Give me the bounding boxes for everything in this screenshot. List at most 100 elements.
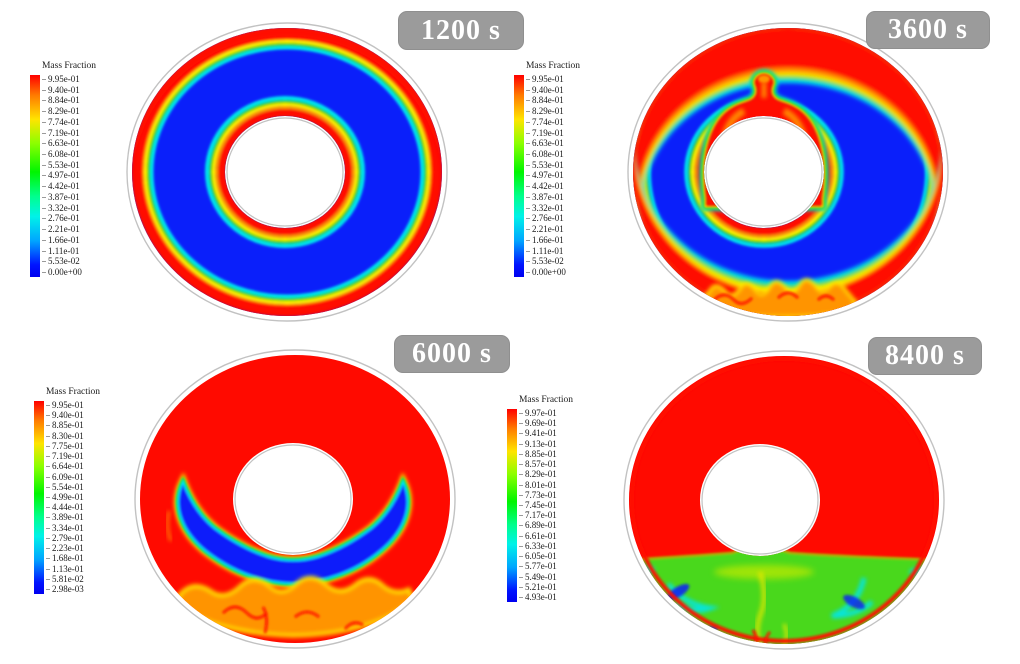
time-label-3600s: 3600 s	[866, 11, 990, 49]
contour-plot-8400s	[623, 350, 945, 650]
colorbar-tick-label: 2.23e-01	[46, 544, 84, 553]
contour-plot-3600s	[627, 22, 949, 322]
colorbar-tick-label: 3.32e-01	[526, 203, 566, 213]
colorbar-tick-label: 2.21e-01	[526, 225, 566, 234]
colorbar-tick-label: 8.57e-01	[519, 460, 557, 469]
colorbar-tick-label: 1.11e-01	[526, 246, 566, 256]
time-label-6000s: 6000 s	[394, 335, 510, 373]
colorbar-tick-label: 9.13e-01	[519, 439, 557, 449]
colorbar-tick-label: 1.13e-01	[46, 564, 84, 574]
colorbar-tick-label: 8.30e-01	[46, 431, 84, 441]
colorbar-tick-label: 2.76e-01	[526, 214, 566, 223]
colorbar-tick-label: 9.69e-01	[519, 419, 557, 428]
colorbar-title: Mass Fraction	[41, 61, 97, 71]
outer-casing-circle	[134, 349, 456, 649]
colorbar-tick-label: 4.97e-01	[526, 171, 566, 180]
colorbar-tick-label: 6.08e-01	[42, 150, 82, 159]
colorbar-tick-label: 6.09e-01	[46, 472, 84, 482]
panel-1200s: Mass Fraction 9.95e-01 9.40e-01 8.84e-01 8.…	[0, 0, 524, 332]
colorbar-tick-label: 3.34e-01	[46, 523, 84, 533]
colorbar-tick-label: 9.95e-01	[46, 401, 84, 410]
inner-cylinder-hole	[226, 117, 344, 227]
colorbar-tick-label: 4.93e-01	[519, 592, 557, 602]
colorbar-tick-label: 6.61e-01	[519, 531, 557, 541]
colorbar-tick-label: 1.66e-01	[42, 235, 82, 245]
colorbar-title: Mass Fraction	[518, 395, 574, 405]
inner-cylinder-hole	[701, 445, 819, 555]
colorbar-ticks: 9.95e-01 9.40e-01 8.85e-01 8.30e-01 7.75e-01…	[46, 401, 84, 594]
colorbar-tick-label: 8.29e-01	[42, 107, 82, 116]
colorbar-tick-label: 6.89e-01	[519, 521, 557, 530]
colorbar-tick-label: 8.01e-01	[519, 480, 557, 490]
colorbar-ticks: 9.95e-01 9.40e-01 8.84e-01 8.29e-01 7.74e-01…	[526, 75, 566, 277]
contour-plot-1200s	[126, 22, 448, 322]
colorbar-tick-label: 5.49e-01	[519, 572, 557, 582]
colorbar-gradient	[514, 75, 524, 277]
outer-casing-circle	[126, 22, 448, 322]
colorbar-tick-label: 3.89e-01	[46, 513, 84, 522]
colorbar-tick-label: 3.87e-01	[526, 192, 566, 202]
colorbar-tick-label: 6.05e-01	[519, 552, 557, 561]
colorbar-tick-label: 5.21e-01	[519, 582, 557, 592]
colorbar-tick-label: 9.40e-01	[46, 411, 84, 420]
colorbar-tick-label: 6.08e-01	[526, 150, 566, 159]
colorbar-legend-3600s: Mass Fraction 9.95e-01 9.40e-01 8.84e-01 8.…	[514, 60, 600, 277]
colorbar-tick-label: 2.98e-03	[46, 584, 84, 594]
colorbar-tick-label: 7.73e-01	[519, 490, 557, 500]
colorbar-tick-label: 5.53e-02	[526, 257, 566, 266]
colorbar-tick-label: 0.00e+00	[526, 267, 566, 277]
colorbar-tick-label: 4.42e-01	[526, 182, 566, 191]
colorbar-tick-label: 4.97e-01	[42, 171, 82, 180]
inner-cylinder-hole	[234, 444, 352, 554]
colorbar-tick-label: 8.84e-01	[42, 96, 82, 105]
colorbar-tick-label: 1.68e-01	[46, 554, 84, 563]
colorbar-tick-label: 7.74e-01	[526, 117, 566, 127]
inner-cylinder-hole	[705, 117, 823, 227]
colorbar-tick-label: 7.75e-01	[46, 441, 84, 451]
colorbar-gradient	[30, 75, 40, 277]
colorbar-tick-label: 1.11e-01	[42, 246, 82, 256]
colorbar-tick-label: 7.19e-01	[526, 128, 566, 138]
colorbar-tick-label: 8.84e-01	[526, 96, 566, 105]
colorbar-ticks: 9.97e-01 9.69e-01 9.41e-01 9.13e-01 8.85e-01…	[519, 409, 557, 602]
time-label-1200s: 1200 s	[398, 11, 524, 50]
panel-6000s: Mass Fraction 9.95e-01 9.40e-01 8.85e-01 8.…	[0, 332, 510, 664]
colorbar-tick-label: 2.21e-01	[42, 225, 82, 234]
colorbar-legend-8400s: Mass Fraction 9.97e-01 9.69e-01 9.41e-01 9.…	[507, 394, 593, 602]
colorbar-gradient	[34, 401, 44, 594]
colorbar-tick-label: 9.97e-01	[519, 409, 557, 418]
outer-casing-circle	[623, 350, 945, 650]
colorbar-tick-label: 4.44e-01	[46, 503, 84, 512]
colorbar-tick-label: 7.19e-01	[42, 128, 82, 138]
colorbar-tick-label: 1.66e-01	[526, 235, 566, 245]
colorbar-tick-label: 6.64e-01	[46, 462, 84, 471]
contour-plot-6000s	[134, 349, 456, 649]
colorbar-tick-label: 8.85e-01	[46, 421, 84, 430]
colorbar-legend-1200s: Mass Fraction 9.95e-01 9.40e-01 8.84e-01 8.…	[30, 60, 116, 277]
colorbar-title: Mass Fraction	[525, 61, 581, 71]
colorbar-tick-label: 4.99e-01	[46, 492, 84, 502]
colorbar-tick-label: 4.42e-01	[42, 182, 82, 191]
colorbar-tick-label: 8.29e-01	[519, 470, 557, 479]
colorbar-tick-label: 2.76e-01	[42, 214, 82, 223]
colorbar-tick-label: 7.45e-01	[519, 500, 557, 510]
colorbar-ticks: 9.95e-01 9.40e-01 8.84e-01 8.29e-01 7.74e-01…	[42, 75, 82, 277]
colorbar-legend-6000s: Mass Fraction 9.95e-01 9.40e-01 8.85e-01 8.…	[34, 386, 120, 594]
colorbar-tick-label: 6.63e-01	[526, 139, 566, 148]
colorbar-tick-label: 6.33e-01	[519, 541, 557, 551]
panel-8400s: Mass Fraction 9.97e-01 9.69e-01 9.41e-01 9.…	[507, 332, 1020, 664]
panel-3600s: Mass Fraction 9.95e-01 9.40e-01 8.84e-01 8.…	[510, 0, 1020, 332]
colorbar-tick-label: 2.79e-01	[46, 533, 84, 543]
colorbar-tick-label: 5.54e-01	[46, 482, 84, 492]
colorbar-tick-label: 9.95e-01	[42, 75, 82, 84]
outer-casing-circle	[627, 22, 949, 322]
colorbar-tick-label: 9.40e-01	[42, 85, 82, 95]
colorbar-gradient	[507, 409, 517, 602]
time-label-8400s: 8400 s	[868, 337, 982, 375]
colorbar-tick-label: 6.63e-01	[42, 139, 82, 148]
colorbar-tick-label: 5.53e-01	[42, 160, 82, 170]
colorbar-tick-label: 5.53e-01	[526, 160, 566, 170]
colorbar-tick-label: 7.17e-01	[519, 511, 557, 520]
colorbar-tick-label: 5.53e-02	[42, 257, 82, 266]
colorbar-tick-label: 3.87e-01	[42, 192, 82, 202]
